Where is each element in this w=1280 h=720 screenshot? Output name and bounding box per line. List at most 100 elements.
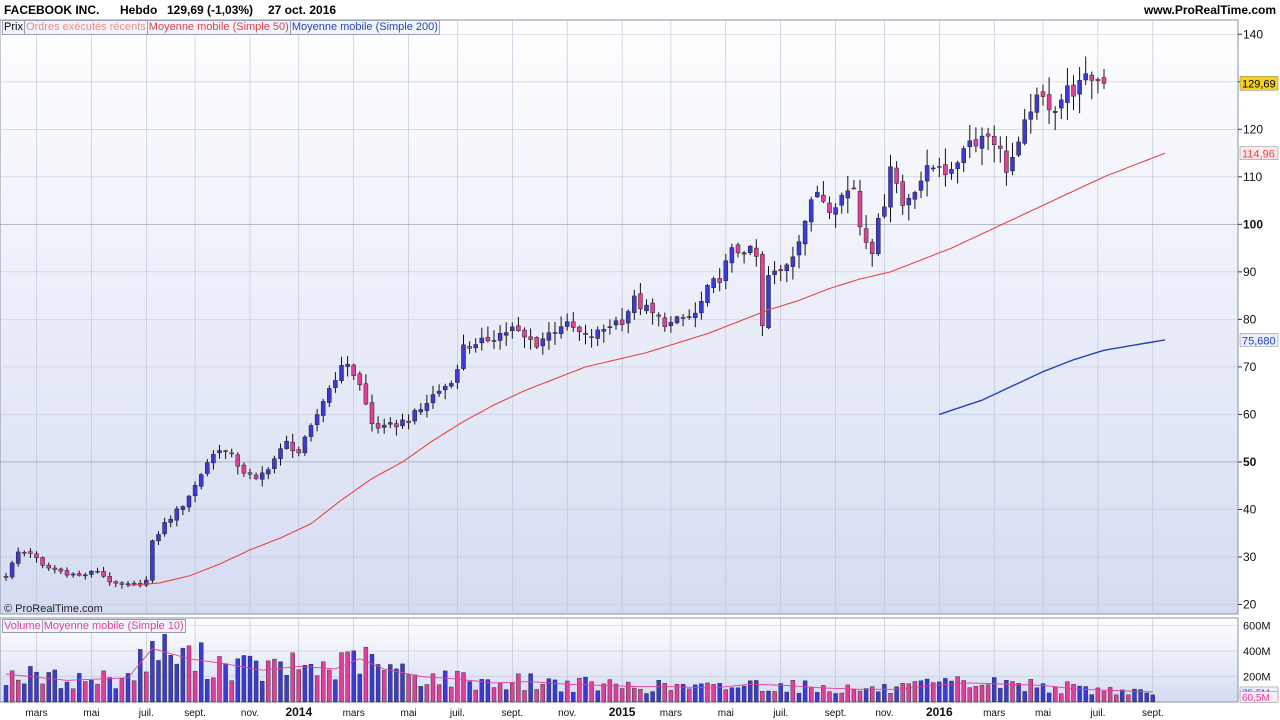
volume-bar[interactable] (717, 683, 722, 703)
candle-body[interactable] (192, 485, 198, 496)
volume-bar[interactable] (552, 679, 558, 703)
volume-bar[interactable] (583, 676, 588, 703)
volume-bar[interactable] (534, 689, 539, 703)
volume-bar[interactable] (522, 690, 527, 703)
candle-body[interactable] (930, 167, 936, 170)
volume-bar[interactable] (961, 680, 966, 703)
volume-bar[interactable] (412, 674, 417, 703)
candle-body[interactable] (882, 206, 887, 217)
volume-bar[interactable] (491, 687, 497, 703)
volume-bar[interactable] (790, 680, 796, 703)
volume-bar[interactable] (924, 678, 930, 703)
volume-bar[interactable] (833, 693, 838, 703)
volume-bar[interactable] (827, 691, 832, 703)
candle-body[interactable] (522, 329, 527, 338)
volume-bar[interactable] (888, 693, 893, 703)
candle-body[interactable] (894, 167, 899, 184)
volume-bar[interactable] (388, 664, 393, 703)
volume-bar[interactable] (1107, 687, 1113, 703)
volume-bar[interactable] (156, 660, 161, 703)
candle-body[interactable] (491, 340, 497, 342)
candle-body[interactable] (369, 402, 375, 425)
volume-bar[interactable] (327, 669, 332, 703)
candle-body[interactable] (223, 450, 228, 453)
volume-bar[interactable] (198, 642, 204, 703)
volume-bar[interactable] (973, 686, 979, 703)
legend-volume[interactable]: Volume (2, 619, 43, 633)
volume-bar[interactable] (22, 683, 27, 703)
candle-body[interactable] (70, 573, 76, 576)
volume-bar[interactable] (1052, 686, 1058, 703)
volume-bar[interactable] (741, 685, 747, 703)
candle-body[interactable] (339, 365, 344, 381)
candle-body[interactable] (991, 135, 997, 146)
candle-body[interactable] (217, 450, 222, 454)
candle-body[interactable] (833, 207, 838, 215)
volume-bar[interactable] (839, 692, 844, 703)
volume-bar[interactable] (1132, 688, 1137, 703)
candle-body[interactable] (1101, 77, 1107, 84)
volume-bar[interactable] (595, 690, 600, 703)
volume-bar[interactable] (1101, 690, 1107, 703)
candle-body[interactable] (381, 424, 387, 428)
candle-body[interactable] (205, 462, 210, 474)
candle-body[interactable] (638, 293, 643, 310)
volume-bar[interactable] (64, 681, 70, 703)
candle-body[interactable] (656, 314, 661, 317)
candle-body[interactable] (327, 388, 332, 403)
volume-bar[interactable] (418, 686, 423, 703)
candle-body[interactable] (1004, 150, 1009, 173)
candle-body[interactable] (741, 252, 747, 255)
candle-body[interactable] (723, 260, 729, 282)
volume-bar[interactable] (565, 680, 570, 703)
volume-bar[interactable] (1089, 694, 1095, 703)
candle-body[interactable] (693, 312, 698, 319)
candle-body[interactable] (125, 583, 131, 586)
candle-body[interactable] (290, 441, 295, 452)
volume-bar[interactable] (223, 663, 228, 703)
candle-body[interactable] (1010, 156, 1015, 172)
volume-bar[interactable] (638, 689, 643, 703)
volume-bar[interactable] (180, 647, 186, 703)
volume-bar[interactable] (546, 678, 552, 703)
volume-bar[interactable] (931, 682, 936, 703)
candle-body[interactable] (510, 326, 515, 332)
candle-body[interactable] (64, 570, 70, 576)
candle-body[interactable] (174, 508, 180, 521)
candle-body[interactable] (314, 414, 320, 425)
volume-bar[interactable] (333, 679, 338, 703)
candle-body[interactable] (58, 568, 64, 572)
volume-bar[interactable] (436, 684, 442, 703)
volume-bar[interactable] (589, 681, 594, 703)
candle-body[interactable] (89, 570, 94, 575)
candle-body[interactable] (162, 522, 167, 535)
volume-bar[interactable] (479, 679, 484, 703)
candle-body[interactable] (869, 241, 875, 254)
volume-bar[interactable] (1065, 681, 1070, 703)
candle-body[interactable] (918, 180, 924, 191)
volume-bar[interactable] (125, 673, 131, 703)
candle-body[interactable] (625, 311, 631, 324)
volume-bar[interactable] (253, 660, 259, 703)
volume-bar[interactable] (430, 673, 436, 703)
volume-bar[interactable] (467, 681, 472, 703)
volume-bar[interactable] (369, 653, 375, 703)
candle-body[interactable] (107, 576, 112, 583)
volume-bar[interactable] (113, 688, 119, 703)
volume-bar[interactable] (455, 670, 460, 703)
volume-bar[interactable] (217, 656, 222, 703)
candle-body[interactable] (1083, 73, 1088, 81)
candle-body[interactable] (1034, 94, 1040, 113)
volume-bar[interactable] (772, 691, 777, 703)
candle-body[interactable] (998, 145, 1003, 149)
candle-body[interactable] (302, 436, 308, 454)
candle-body[interactable] (967, 140, 973, 148)
volume-bar[interactable] (1150, 694, 1156, 703)
volume-bar[interactable] (351, 650, 356, 703)
candle-body[interactable] (180, 506, 186, 510)
candle-body[interactable] (40, 557, 45, 566)
volume-bar[interactable] (375, 664, 381, 703)
candle-body[interactable] (272, 458, 277, 469)
volume-bar[interactable] (979, 684, 985, 703)
volume-bar[interactable] (3, 685, 9, 703)
